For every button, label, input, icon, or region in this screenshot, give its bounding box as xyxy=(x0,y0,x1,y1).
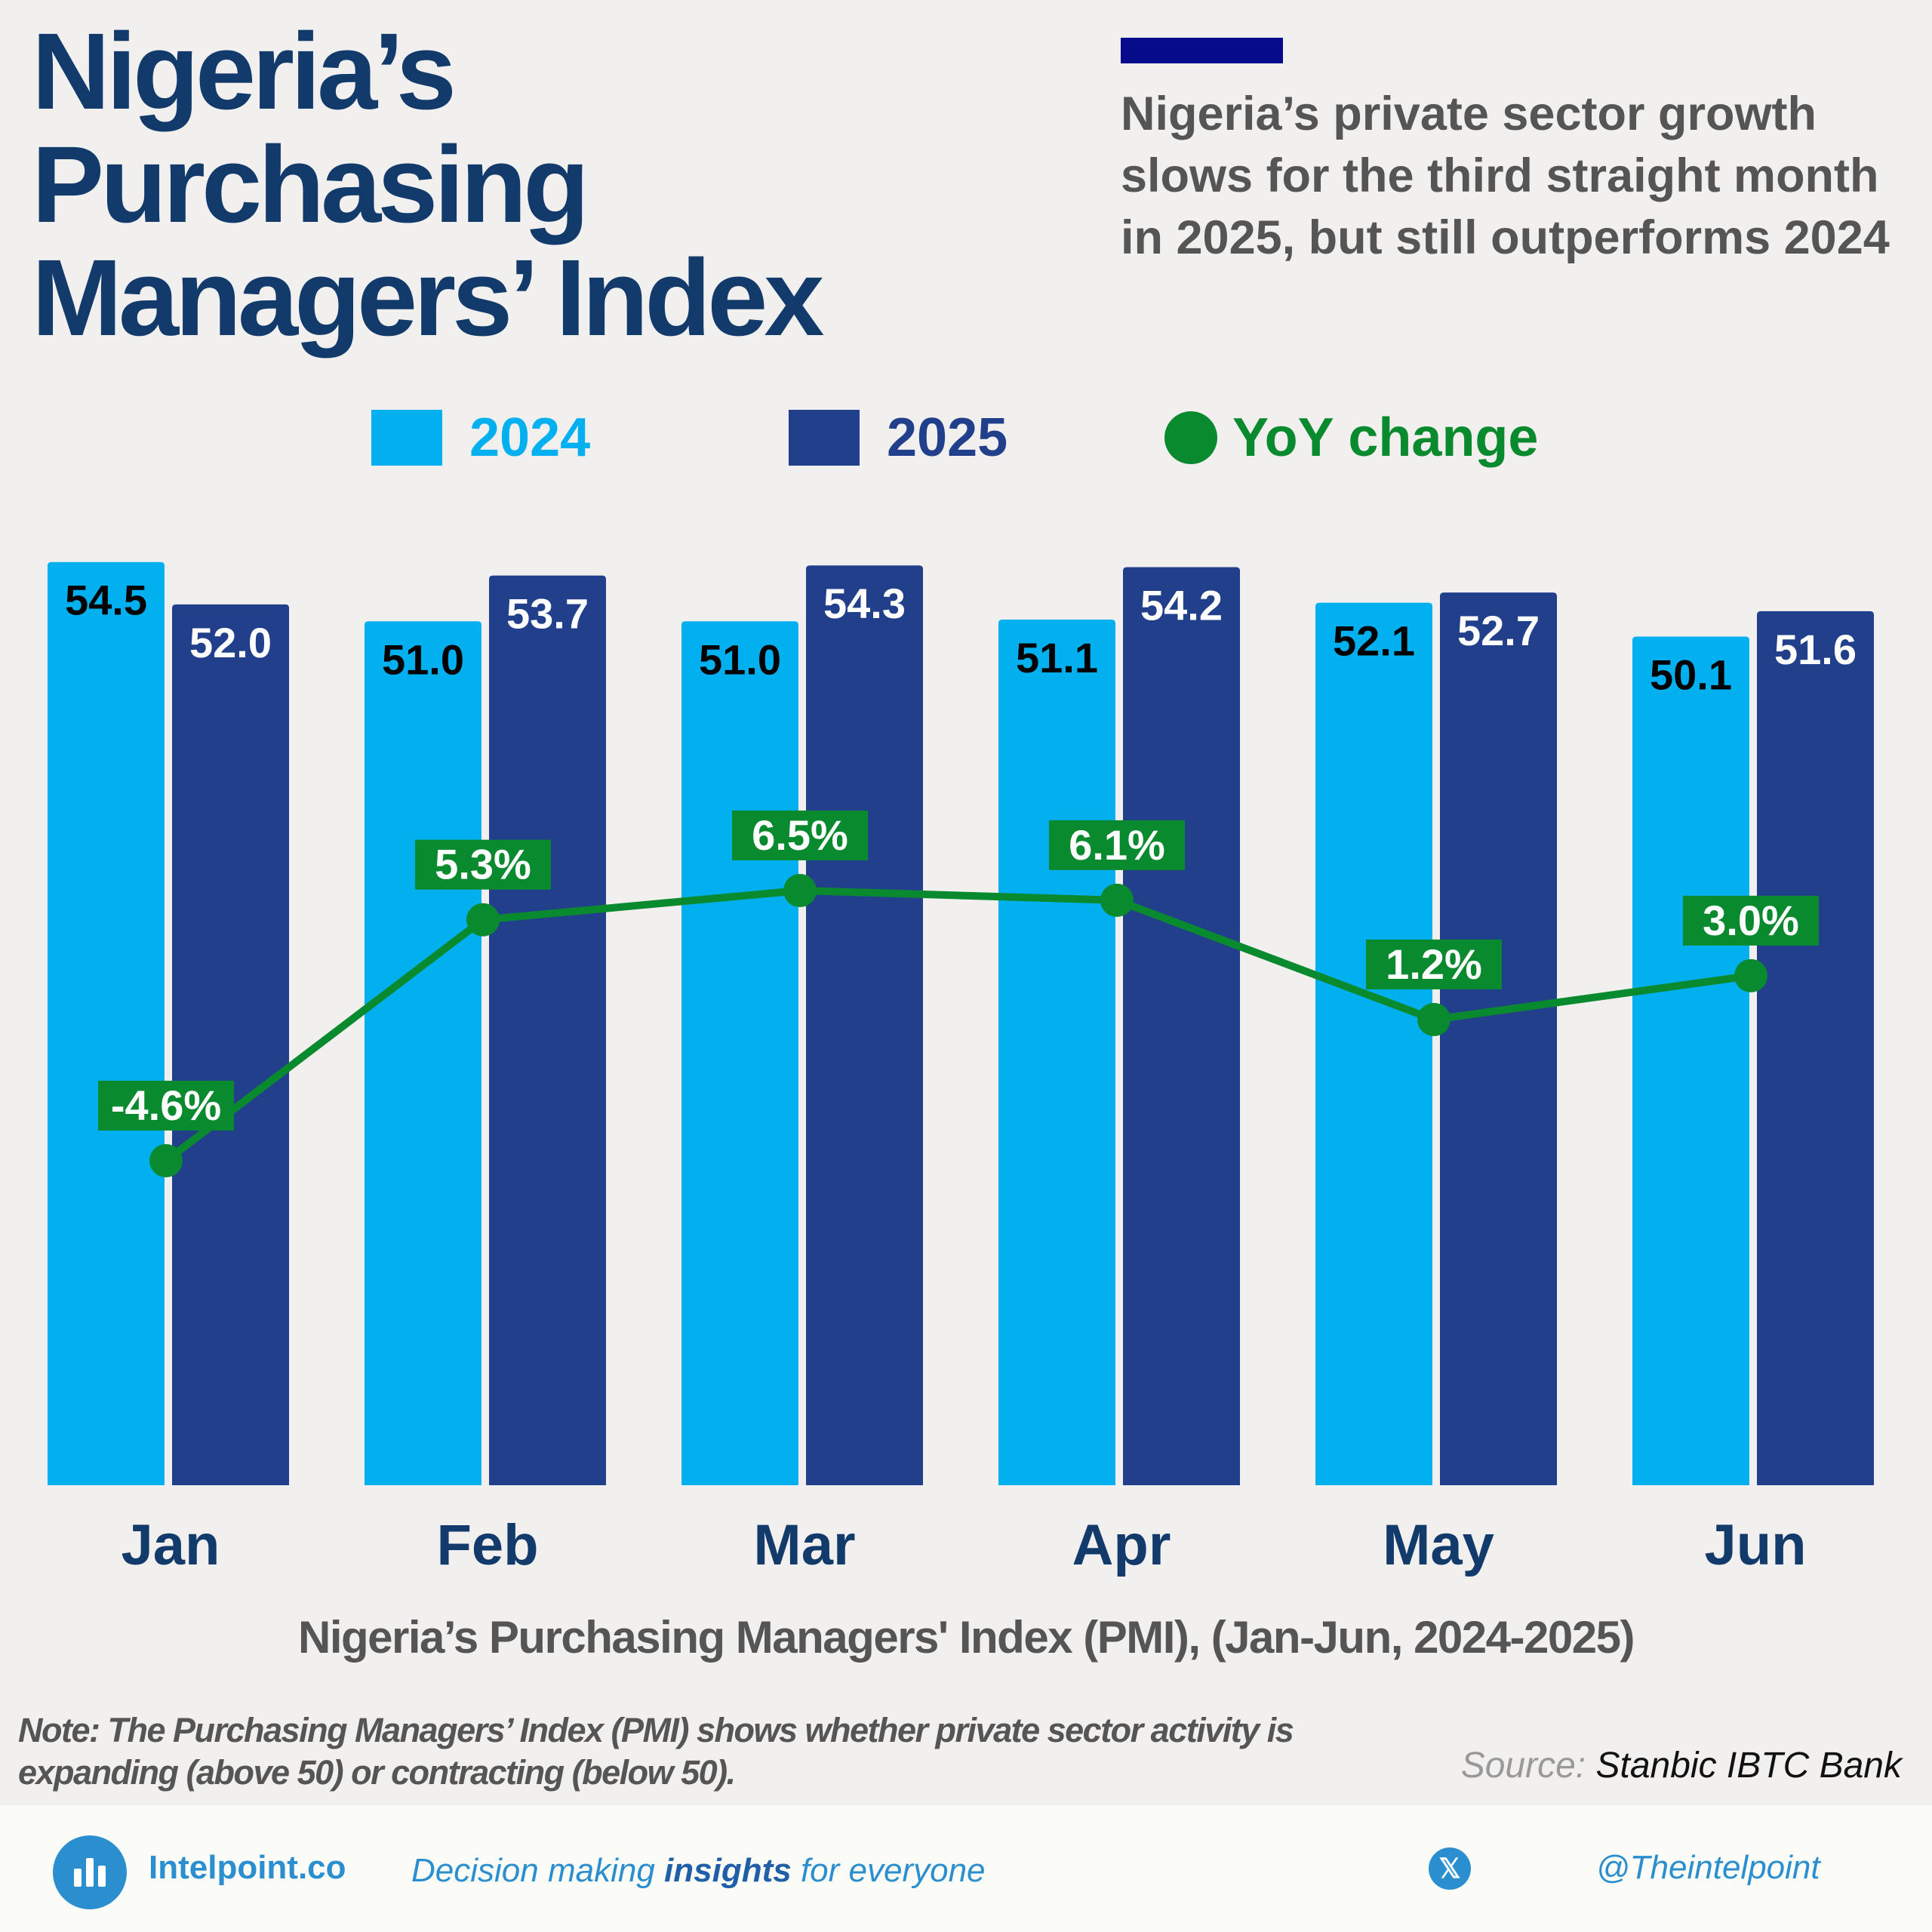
bar-2025-jan xyxy=(172,604,289,1485)
data-label-2025-jan: 52.0 xyxy=(189,619,272,666)
yoy-label-box-jun xyxy=(1683,895,1819,946)
page-title: Nigeria’s Purchasing Managers’ Index xyxy=(32,15,1013,355)
yoy-point-jun xyxy=(1734,958,1767,992)
title-line-2: Purchasing xyxy=(32,124,589,245)
bar-2024-jan xyxy=(48,561,165,1486)
bar-2025-apr xyxy=(1123,567,1240,1486)
yoy-label-box-mar xyxy=(732,811,868,860)
x-tick-apr: Apr xyxy=(1072,1513,1171,1577)
yoy-point-jan xyxy=(149,1144,183,1177)
x-tick-jun: Jun xyxy=(1704,1513,1806,1577)
data-label-2024-apr: 51.1 xyxy=(1016,634,1098,681)
legend-swatch-2025 xyxy=(789,410,860,466)
legend-dot-yoy xyxy=(1164,411,1217,464)
data-label-2025-mar: 54.3 xyxy=(823,580,906,627)
tagline-start: Decision making xyxy=(411,1852,665,1889)
intelpoint-logo-icon[interactable] xyxy=(53,1835,127,1909)
yoy-point-mar xyxy=(783,874,817,907)
legend-label-yoy: YoY change xyxy=(1232,408,1539,468)
legend-swatch-2024 xyxy=(371,410,442,466)
yoy-label-box-may xyxy=(1366,939,1502,989)
data-label-2025-jun: 51.6 xyxy=(1774,626,1857,673)
data-label-2025-may: 52.7 xyxy=(1457,607,1540,654)
data-label-2025-feb: 53.7 xyxy=(506,590,589,638)
bar-2024-may xyxy=(1315,602,1432,1485)
yoy-label-jan: -4.6% xyxy=(111,1081,221,1129)
x-tick-feb: Feb xyxy=(436,1513,538,1577)
bar-2024-mar xyxy=(681,621,798,1486)
x-tick-jan: Jan xyxy=(122,1513,220,1577)
source-label: Source: xyxy=(1460,1746,1586,1786)
source-line: Source: Stanbic IBTC Bank xyxy=(1461,1745,1902,1786)
chart-caption: Nigeria’s Purchasing Managers' Index (PM… xyxy=(298,1612,1635,1663)
bar-2025-jun xyxy=(1757,611,1874,1485)
data-label-2024-mar: 51.0 xyxy=(699,635,781,683)
data-label-2024-feb: 51.0 xyxy=(382,635,464,683)
legend-item-2025: 2025 xyxy=(789,400,1008,475)
yoy-line xyxy=(163,887,1752,1164)
legend-label-2025: 2025 xyxy=(887,408,1008,468)
yoy-point-feb xyxy=(466,903,500,937)
source-value: Stanbic IBTC Bank xyxy=(1595,1746,1902,1786)
tagline: Decision making insights for everyone xyxy=(411,1852,986,1890)
yoy-point-may xyxy=(1417,1002,1451,1036)
subtitle: Nigeria’s private sector growth slows fo… xyxy=(1121,88,1890,264)
data-label-2025-apr: 54.2 xyxy=(1140,581,1223,629)
legend-label-2024: 2024 xyxy=(469,408,591,468)
yoy-point-apr xyxy=(1100,883,1134,917)
data-label-2024-jun: 50.1 xyxy=(1650,651,1732,698)
yoy-label-apr: 6.1% xyxy=(1069,821,1165,869)
pmi-chart: 54.5 52.0 Jan 51.0 53.7 Feb 51.0 54.3 Mar 51.1 54.… xyxy=(48,561,1874,1577)
data-label-2024-jan: 54.5 xyxy=(65,577,147,624)
brand-name[interactable]: Intelpoint.co xyxy=(149,1849,346,1886)
legend-item-yoy: YoY change xyxy=(1164,400,1538,475)
bar-2025-mar xyxy=(806,565,923,1485)
footnote: Note: The Purchasing Managers’ Index (PM… xyxy=(18,1711,1294,1792)
yoy-label-mar: 6.5% xyxy=(752,811,848,859)
data-label-2024-may: 52.1 xyxy=(1333,617,1415,665)
title-line-1: Nigeria’s xyxy=(32,11,457,132)
legend-item-2024: 2024 xyxy=(371,400,590,475)
yoy-label-feb: 5.3% xyxy=(435,841,531,888)
social-handle[interactable]: @Theintelpoint xyxy=(1596,1849,1820,1886)
bar-2024-jun xyxy=(1632,636,1749,1486)
yoy-label-jun: 3.0% xyxy=(1703,897,1799,944)
bar-2024-feb xyxy=(365,621,481,1486)
bar-2024-apr xyxy=(998,620,1115,1485)
tagline-end: for everyone xyxy=(791,1852,986,1889)
yoy-label-box-feb xyxy=(415,839,551,890)
yoy-label-box-apr xyxy=(1049,820,1185,870)
bar-2025-feb xyxy=(489,575,606,1485)
yoy-label-box-jan xyxy=(98,1081,234,1131)
footer-bar: Intelpoint.co Decision making insights f… xyxy=(0,1805,1932,1932)
chart-legend: 2024 2025 YoY change xyxy=(0,400,1932,475)
bar-2025-may xyxy=(1440,592,1557,1486)
title-line-3: Managers’ Index xyxy=(32,237,824,358)
x-tick-may: May xyxy=(1383,1513,1494,1577)
tagline-bold: insights xyxy=(664,1852,792,1889)
yoy-label-may: 1.2% xyxy=(1386,940,1482,988)
accent-bar xyxy=(1121,38,1283,63)
x-tick-mar: Mar xyxy=(753,1513,855,1577)
x-logo-icon[interactable]: 𝕏 xyxy=(1429,1847,1471,1890)
